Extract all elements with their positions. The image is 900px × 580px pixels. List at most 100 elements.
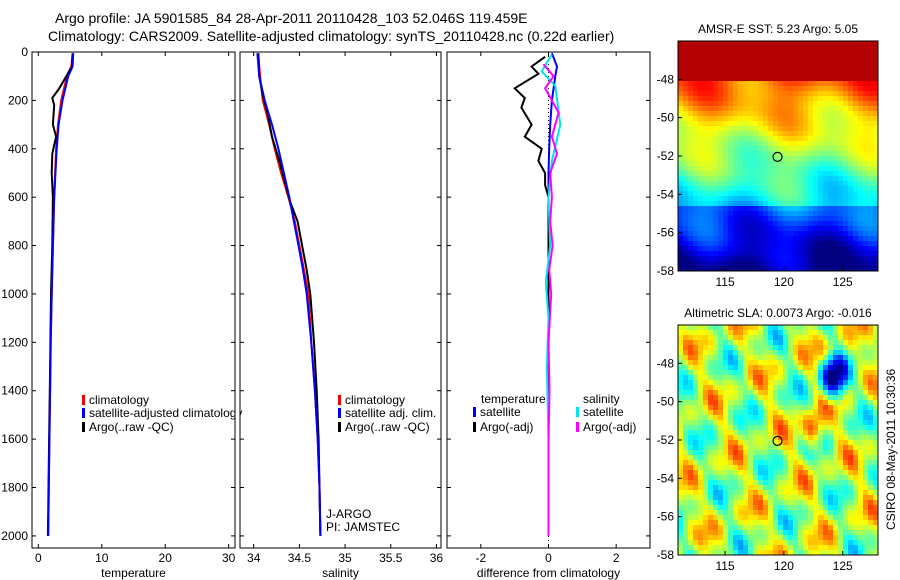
map-cell: [863, 425, 869, 431]
map-cell: [693, 475, 699, 481]
map-cell: [763, 405, 769, 411]
map-cell: [713, 61, 719, 67]
map-cell: [843, 510, 849, 516]
map-cell: [748, 455, 754, 461]
map-cell: [768, 111, 774, 117]
map-cell: [808, 111, 814, 117]
map-cell: [688, 211, 694, 217]
map-cell: [683, 535, 689, 541]
map-cell: [788, 335, 794, 341]
map-cell: [808, 490, 814, 496]
map-cell: [703, 161, 709, 167]
map-cell: [858, 370, 864, 376]
map-cell: [703, 525, 709, 531]
map-cell: [783, 76, 789, 82]
pi-jamstec-annotation: PI: JAMSTEC: [326, 520, 400, 534]
map-cell: [788, 455, 794, 461]
map-cell: [773, 385, 779, 391]
map-cell: [693, 216, 699, 222]
map-cell: [718, 191, 724, 197]
map-cell: [828, 390, 834, 396]
map-cell: [803, 495, 809, 501]
map-cell: [723, 136, 729, 142]
map-cell: [713, 246, 719, 252]
map-cell: [733, 151, 739, 157]
y-tick-label: -52: [657, 433, 675, 447]
map-cell: [703, 56, 709, 62]
map-cell: [728, 520, 734, 526]
map-cell: [843, 261, 849, 267]
map-cell: [703, 246, 709, 252]
map-cell: [758, 500, 764, 506]
map-cell: [798, 395, 804, 401]
map-cell: [868, 460, 874, 466]
map-cell: [703, 106, 709, 112]
map-cell: [678, 141, 684, 147]
map-cell: [723, 131, 729, 137]
map-cell: [688, 226, 694, 232]
map-cell: [858, 540, 864, 546]
map-cell: [823, 430, 829, 436]
map-cell: [698, 485, 704, 491]
map-cell: [843, 330, 849, 336]
map-cell: [813, 236, 819, 242]
map-cell: [798, 141, 804, 147]
map-cell: [723, 425, 729, 431]
map-cell: [703, 116, 709, 122]
map-cell: [873, 231, 878, 237]
map-cell: [713, 156, 719, 162]
map-cell: [793, 400, 799, 406]
map-cell: [798, 385, 804, 391]
map-cell: [788, 136, 794, 142]
map-cell: [778, 415, 784, 421]
map-cell: [848, 385, 854, 391]
map-cell: [798, 116, 804, 122]
map-cell: [848, 201, 854, 207]
map-cell: [728, 540, 734, 546]
map-cell: [753, 330, 759, 336]
map-cell: [858, 530, 864, 536]
map-cell: [718, 330, 724, 336]
map-cell: [763, 535, 769, 541]
map-cell: [703, 495, 709, 501]
map-cell: [783, 435, 789, 441]
map-cell: [863, 360, 869, 366]
map-cell: [783, 146, 789, 152]
map-cell: [703, 360, 709, 366]
map-cell: [718, 365, 724, 371]
map-cell: [793, 475, 799, 481]
legend-clip-mask: [235, 395, 240, 435]
series-line-satellite-adjusted: [47, 53, 75, 536]
map-cell: [718, 325, 724, 331]
map-cell: [733, 360, 739, 366]
map-cell: [788, 226, 794, 232]
map-cell: [753, 435, 759, 441]
map-cell: [753, 440, 759, 446]
map-cell: [873, 246, 878, 252]
map-cell: [763, 495, 769, 501]
map-cell: [688, 395, 694, 401]
map-cell: [718, 211, 724, 217]
map-cell: [863, 510, 869, 516]
map-cell: [678, 116, 684, 122]
map-cell: [833, 51, 839, 57]
map-cell: [738, 146, 744, 152]
map-cell: [708, 226, 714, 232]
map-cell: [728, 206, 734, 212]
map-cell: [823, 46, 829, 52]
map-cell: [753, 345, 759, 351]
map-cell: [733, 266, 739, 271]
map-cell: [723, 181, 729, 187]
map-cell: [768, 470, 774, 476]
map-cell: [703, 390, 709, 396]
map-cell: [838, 146, 844, 152]
map-cell: [698, 216, 704, 222]
map-cell: [723, 465, 729, 471]
map-cell: [718, 435, 724, 441]
map-cell: [823, 121, 829, 127]
map-cell: [848, 91, 854, 97]
map-cell: [793, 495, 799, 501]
map-cell: [708, 520, 714, 526]
map-cell: [813, 106, 819, 112]
map-cell: [773, 410, 779, 416]
